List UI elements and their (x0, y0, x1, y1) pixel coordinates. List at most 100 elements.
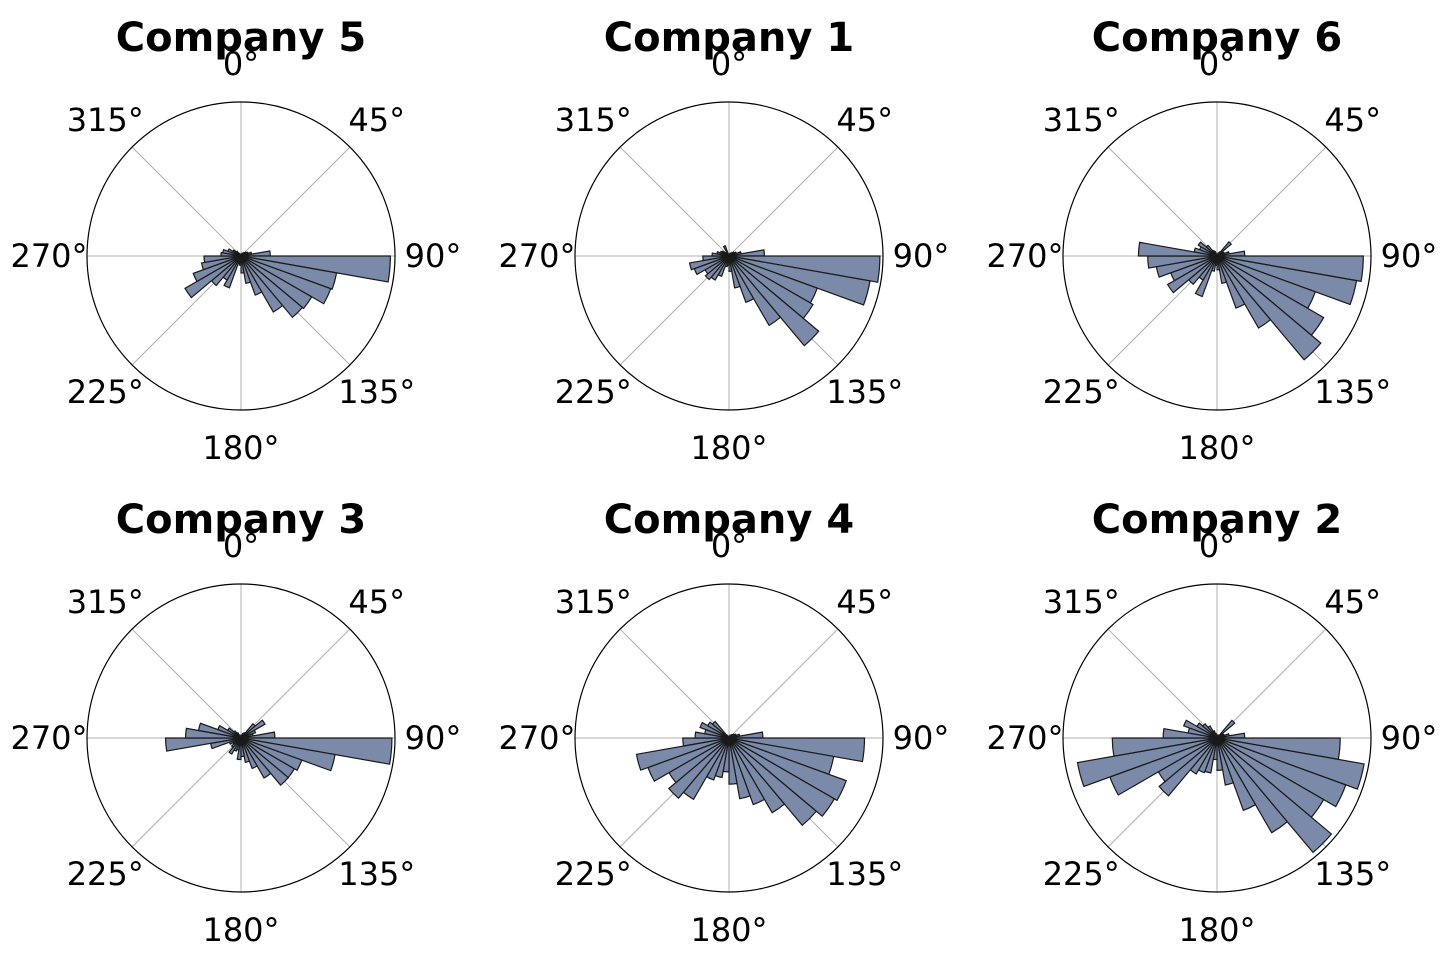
polar-frame (574, 101, 884, 411)
angle-tick-label: 0° (223, 45, 259, 83)
polar-frame (574, 583, 884, 893)
panel-title: Company 3 (116, 497, 366, 543)
angle-tick-label: 135° (826, 373, 903, 411)
angular-grid-line (240, 146, 351, 257)
angular-grid-line (131, 146, 242, 257)
petal-bar (240, 255, 245, 274)
petal-bar (667, 737, 730, 800)
angle-tick-label: 135° (1314, 373, 1391, 411)
polar-panel-6: Company 20° 45° 90° 135° 180° 225° 270° 315° (986, 497, 1437, 949)
angular-grid-line (131, 628, 242, 739)
petal-bar (728, 255, 741, 289)
petal-bar (728, 737, 786, 814)
petal-bar (711, 720, 730, 739)
angle-tick-label: 315° (555, 583, 632, 621)
angle-tick-label: 270° (10, 237, 87, 275)
polar-frame (1062, 101, 1372, 411)
polar-panel-4: Company 30° 45° 90° 135° 180° 225° 270° 315° (10, 497, 461, 949)
petal-bar (1215, 734, 1218, 739)
angular-grid-line (1216, 628, 1327, 739)
polar-frame (86, 583, 396, 893)
petal-bar (240, 255, 284, 313)
angle-tick-label: 270° (498, 719, 575, 757)
panel-title: Company 1 (604, 15, 854, 61)
petal-series (164, 719, 393, 787)
petal-series (1076, 719, 1365, 854)
angle-tick-label: 45° (348, 583, 405, 621)
angular-grid-line (728, 146, 839, 257)
panel-title: Company 4 (604, 497, 854, 543)
petal-bar (702, 255, 730, 262)
petal-bar (728, 255, 755, 304)
petal-bar (240, 255, 313, 310)
angle-tick-label: 225° (1043, 373, 1120, 411)
angle-tick-label: 90° (405, 237, 462, 275)
petal-bar (688, 255, 730, 271)
angle-tick-label: 45° (836, 583, 893, 621)
angle-tick-label: 0° (1199, 45, 1235, 83)
angle-tick-label: 0° (711, 45, 747, 83)
angle-tick-label: 135° (338, 373, 415, 411)
angle-tick-label: 315° (67, 583, 144, 621)
petal-bar (1158, 737, 1218, 797)
petal-bar (728, 255, 733, 273)
angle-tick-label: 225° (1043, 855, 1120, 893)
panel-title: Company 2 (1092, 497, 1342, 543)
angle-tick-label: 135° (338, 855, 415, 893)
petal-bar (200, 255, 242, 271)
angle-tick-label: 135° (1314, 855, 1391, 893)
polar-frame (1062, 583, 1372, 893)
angle-tick-label: 90° (1381, 237, 1438, 275)
petal-bar (728, 737, 836, 818)
angle-tick-label: 90° (893, 237, 950, 275)
angle-tick-label: 0° (1199, 527, 1235, 565)
polar-panel-2: Company 10° 45° 90° 135° 180° 225° 270° 315° (498, 15, 949, 467)
petal-bar (1216, 737, 1347, 808)
petal-bar (184, 255, 242, 299)
petal-series (635, 720, 866, 827)
petal-bar (728, 737, 766, 806)
petal-series (184, 248, 391, 319)
petal-bar (1216, 255, 1246, 309)
polar-panel-1: Company 50° 45° 90° 135° 180° 225° 270° 315° (10, 15, 461, 467)
petal-bar (1216, 255, 1322, 361)
angle-tick-label: 315° (67, 101, 144, 139)
petal-bar (240, 737, 272, 779)
angle-tick-label: 270° (498, 237, 575, 275)
angle-tick-label: 270° (986, 719, 1063, 757)
petal-bar (728, 737, 738, 785)
angle-tick-label: 45° (1324, 583, 1381, 621)
petal-bar (1076, 737, 1218, 788)
petal-bar (203, 255, 242, 264)
petal-bar (728, 255, 820, 347)
angle-tick-label: 225° (67, 855, 144, 893)
petal-series (1137, 240, 1364, 361)
petal-bar (240, 719, 266, 739)
petal-bar (704, 255, 730, 281)
petal-bar (240, 737, 258, 770)
angle-tick-label: 0° (223, 527, 259, 565)
petal-bar (728, 255, 782, 327)
petal-bar (635, 737, 730, 771)
petal-bar (1216, 737, 1235, 786)
angle-tick-label: 225° (555, 855, 632, 893)
petal-bar (1216, 737, 1333, 854)
petal-series (688, 245, 881, 347)
angle-tick-label: 270° (986, 237, 1063, 275)
angle-tick-label: 90° (1381, 719, 1438, 757)
petal-bar (240, 255, 252, 284)
polar-panel-5: Company 40° 45° 90° 135° 180° 225° 270° 315° (498, 497, 949, 949)
petal-bar (164, 737, 242, 752)
petal-bar (728, 737, 751, 800)
angle-tick-label: 45° (348, 101, 405, 139)
polar-frame (86, 101, 396, 411)
petal-bar (240, 737, 251, 763)
petal-bar (1216, 255, 1228, 284)
angular-grid-line (1216, 146, 1327, 257)
angular-grid-line (619, 146, 730, 257)
petal-bar (1216, 255, 1221, 271)
angle-tick-label: 45° (1324, 101, 1381, 139)
angular-grid-line (1107, 628, 1218, 739)
